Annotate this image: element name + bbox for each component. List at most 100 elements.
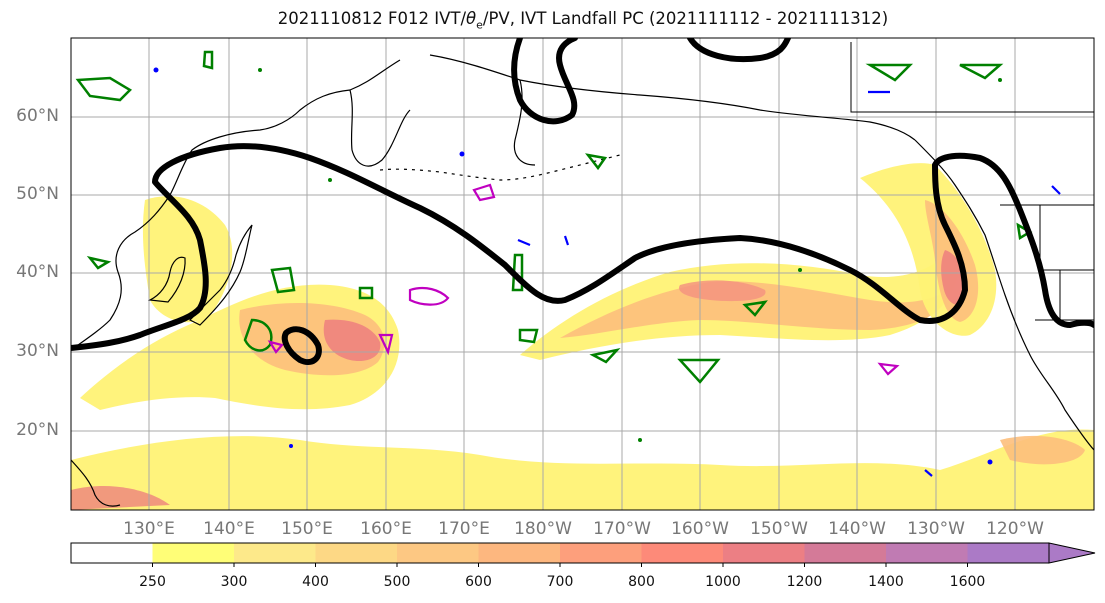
lon-label-140e: 140°E xyxy=(203,519,255,539)
green-contour-9 xyxy=(677,358,721,384)
ivt-plume-west-core xyxy=(323,319,381,362)
green-contour-8 xyxy=(589,347,621,364)
magenta-contour-4 xyxy=(267,340,284,354)
blue-contour-4 xyxy=(1051,185,1061,195)
magenta-contour-5 xyxy=(877,362,900,376)
blue-dot-3 xyxy=(289,444,293,448)
green-dot-5 xyxy=(998,78,1002,82)
colorbar-tick-label: 300 xyxy=(220,574,248,590)
lat-label-40n: 40°N xyxy=(16,262,59,282)
green-contour-5 xyxy=(511,253,524,292)
colorbar-segment xyxy=(641,543,724,563)
lon-label-180w: 180°W xyxy=(514,519,572,539)
blue-contours xyxy=(517,90,1061,477)
colorbar-tick-label: 700 xyxy=(546,574,574,590)
green-contour-10 xyxy=(742,300,768,317)
colorbar-tick-label: 500 xyxy=(383,574,411,590)
ivt-plume-west-north xyxy=(142,196,233,323)
colorbar-extend-arrow xyxy=(1048,542,1096,564)
blue-dot-2 xyxy=(459,151,465,157)
blue-contour-5 xyxy=(924,469,933,477)
lat-label-50n: 50°N xyxy=(16,184,59,204)
lon-label-150w: 150°W xyxy=(750,519,808,539)
gridlines xyxy=(71,38,1094,510)
blue-dot-1 xyxy=(153,67,159,73)
coast-asia xyxy=(71,59,401,351)
colorbar-segment xyxy=(315,543,398,563)
pc-contour-loop xyxy=(281,326,322,366)
green-contour-2 xyxy=(202,50,214,70)
colorbar-tick-label: 1200 xyxy=(786,574,823,590)
colorbar-tick-label: 1000 xyxy=(705,574,741,590)
colorbar-segment xyxy=(804,543,887,563)
ivt-plume-central-mid xyxy=(560,281,950,338)
coast-korea xyxy=(147,256,186,303)
colorbar-segment xyxy=(152,543,235,563)
map-title: 2021110812 F012 IVT/θe/PV, IVT Landfall … xyxy=(277,9,889,32)
lon-label-140w: 140°W xyxy=(828,519,886,539)
colorbar-tick-label: 400 xyxy=(302,574,329,590)
colorbar-segment xyxy=(560,543,642,563)
green-contours xyxy=(75,50,1033,384)
lon-label-130w: 130°W xyxy=(907,519,965,539)
green-contour-4 xyxy=(270,266,296,294)
lon-label-120w: 120°W xyxy=(986,519,1044,539)
colorbar-tick-label: 1400 xyxy=(868,574,904,590)
coast-japan xyxy=(188,224,253,326)
magenta-contour-2 xyxy=(408,286,450,306)
coast-aleutians xyxy=(379,154,621,181)
map-frame xyxy=(70,37,1095,511)
coast-philippines xyxy=(71,459,121,507)
colorbar-segment xyxy=(71,543,153,563)
small-features xyxy=(153,67,1002,465)
ivt-plume-central-core xyxy=(679,280,766,302)
colorbar-segment xyxy=(397,543,479,563)
colorbar-segment xyxy=(234,543,316,563)
colorbar-segment xyxy=(967,543,1050,563)
green-contour-6 xyxy=(518,328,539,344)
green-contour-1 xyxy=(75,76,133,102)
green-contour-12 xyxy=(959,63,1004,80)
lon-label-130e: 130°E xyxy=(123,519,175,539)
colorbar-tick-label: 250 xyxy=(139,574,166,590)
colorbar-tick-label: 1600 xyxy=(949,574,986,590)
blue-contour-2 xyxy=(517,238,531,247)
magenta-contours xyxy=(267,183,900,376)
ivt-tropical-band xyxy=(71,429,1094,510)
ivt-tropical-core-east xyxy=(1000,435,1085,465)
green-contour-7 xyxy=(585,153,608,171)
green-contour-14 xyxy=(86,256,112,270)
lon-label-170w: 170°W xyxy=(593,519,651,539)
border-alaska xyxy=(850,42,1094,113)
green-dot-2 xyxy=(328,178,332,182)
blue-dot-4 xyxy=(987,459,993,465)
coast-north-america xyxy=(914,139,1094,451)
colorbar-segment xyxy=(886,543,968,563)
black-pc-contours xyxy=(71,38,1094,366)
colorbar-tick-label: 600 xyxy=(465,574,492,590)
colorbar xyxy=(70,542,1096,567)
green-contour-3 xyxy=(243,318,273,352)
colorbar-tick-label: 800 xyxy=(628,574,655,590)
colorbar-segment xyxy=(723,543,805,563)
blue-contour-3 xyxy=(563,235,570,246)
lon-label-150e: 150°E xyxy=(281,519,333,539)
magenta-contour-1 xyxy=(472,183,496,202)
magenta-contour-3 xyxy=(378,333,394,356)
green-contour-15 xyxy=(358,286,374,300)
green-contour-13 xyxy=(1016,222,1033,241)
green-dot-1 xyxy=(258,68,262,72)
green-dot-4 xyxy=(798,268,802,272)
ivt-tropical-core-west xyxy=(71,485,170,510)
green-dot-3 xyxy=(638,438,642,442)
lon-label-160w: 160°W xyxy=(671,519,729,539)
colorbar-segment xyxy=(478,543,561,563)
lat-label-30n: 30°N xyxy=(16,341,59,361)
pc-contour-northeast xyxy=(687,38,791,63)
pc-contour-north xyxy=(511,38,578,125)
lon-label-170e: 170°E xyxy=(438,519,490,539)
lon-label-160e: 160°E xyxy=(360,519,412,539)
pc-contour-main xyxy=(71,143,1094,351)
lat-label-20n: 20°N xyxy=(16,420,59,440)
